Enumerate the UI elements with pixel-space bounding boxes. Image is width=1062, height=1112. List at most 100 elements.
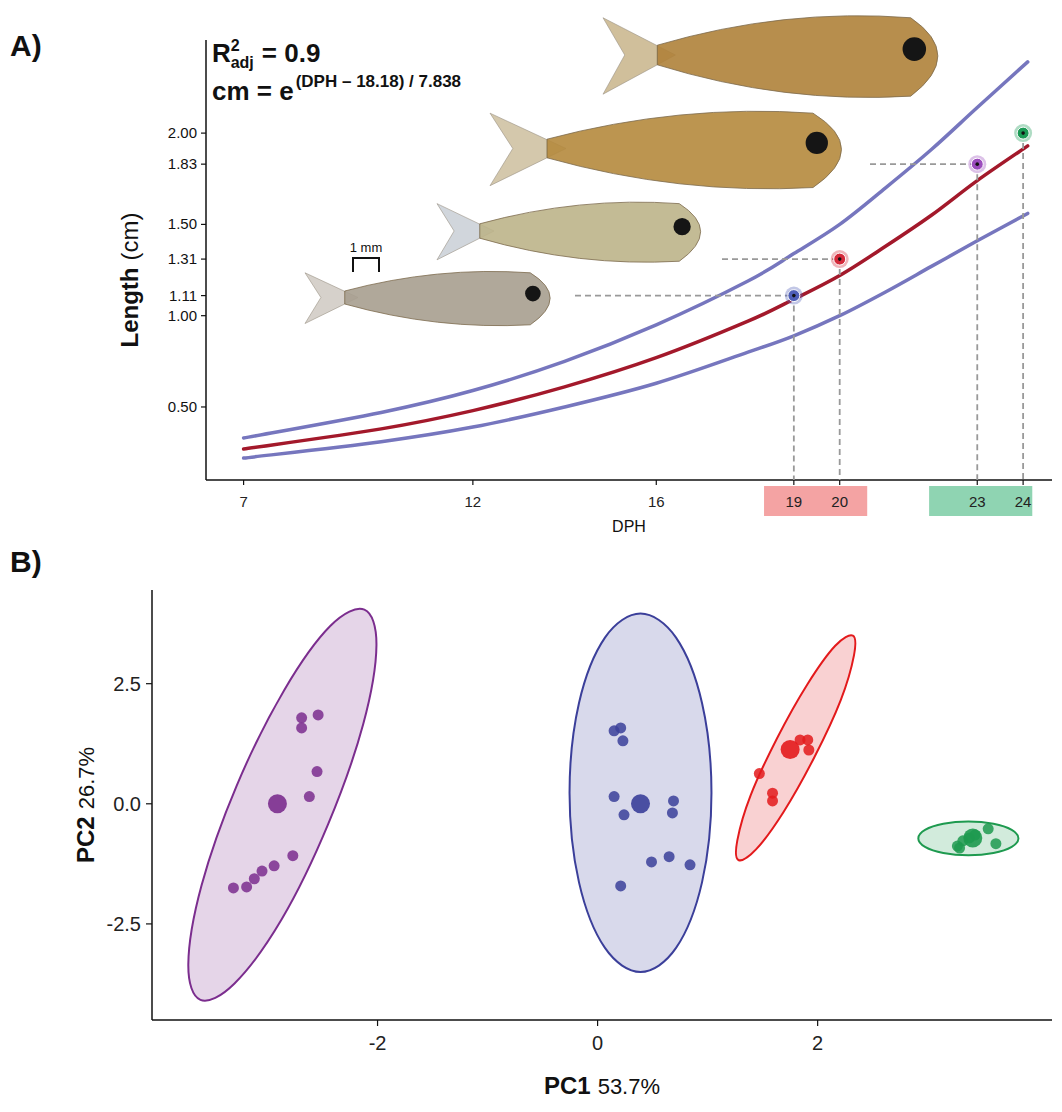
point-center (1021, 131, 1025, 135)
point (615, 880, 626, 891)
r2-value: = 0.9 (262, 38, 321, 68)
y-tick (146, 923, 152, 924)
y-tick-label: 1.00 (168, 307, 197, 324)
x-tick (472, 480, 473, 485)
point (249, 873, 260, 884)
y-axis-title: PC226.7% (72, 747, 99, 863)
point-center (838, 257, 842, 261)
y-tick (201, 315, 206, 316)
equation-annotation: cm = e(DPH – 18.18) / 7.838 (212, 72, 461, 106)
centroid (631, 794, 650, 813)
y-tick-label: 1.11 (169, 287, 197, 304)
drop-line (976, 164, 978, 480)
point (617, 735, 628, 746)
x-tick (656, 480, 657, 485)
panel-a: A)1 mm0.501.001.111.311.501.832.00712161… (10, 16, 1052, 535)
x-axis-title-variance: 53.7% (598, 1074, 660, 1099)
y-tick-label: 0.0 (113, 793, 141, 815)
equation-exponent: (DPH – 18.18) / 7.838 (296, 72, 461, 91)
point (667, 807, 678, 818)
y-tick-label: 1.31 (168, 250, 197, 267)
point-center (792, 294, 796, 298)
y-axis-title: Length(cm) (116, 213, 143, 348)
point (767, 795, 778, 806)
fish-illustrations (305, 16, 938, 326)
r2-annotation: R2adj= 0.9 (212, 37, 320, 71)
x-tick-label: 20 (831, 493, 848, 510)
point (241, 881, 252, 892)
scale-bar-label: 1 mm (350, 240, 383, 255)
panel-label: A) (10, 29, 42, 62)
x-tick-label: 0 (592, 1032, 603, 1054)
point-halo (1014, 124, 1032, 142)
point (304, 791, 315, 802)
fish-eye (673, 218, 690, 235)
plot-area (188, 609, 1018, 1001)
point (296, 722, 307, 733)
point (802, 734, 813, 745)
x-tick-label: 2 (812, 1032, 823, 1054)
point (269, 860, 280, 871)
y-tick (201, 224, 206, 225)
point-halo (968, 155, 986, 173)
fish-eye (903, 37, 927, 61)
confidence-ellipse (918, 822, 1018, 856)
fish-illustration (437, 202, 701, 262)
confidence-ellipse (570, 614, 712, 972)
point (834, 253, 846, 265)
guide-line (575, 295, 794, 297)
x-axis-title-main: PC1 (544, 1072, 591, 1099)
point (668, 795, 679, 806)
fish-illustration (490, 111, 842, 189)
point-center (975, 162, 979, 166)
plot-area (244, 62, 1033, 480)
fish-illustration (603, 16, 938, 98)
point (990, 838, 1001, 849)
y-tick-label: 0.50 (168, 398, 197, 415)
y-tick-label: 1.83 (168, 155, 197, 172)
point-halo (831, 250, 849, 268)
centroid (268, 794, 287, 813)
point (287, 850, 298, 861)
y-tick (201, 164, 206, 165)
y-tick-label: 2.00 (168, 124, 197, 141)
tick-band (764, 486, 867, 516)
y-axis-line (205, 40, 207, 480)
fish-illustration (305, 271, 550, 325)
panel-b: B)-2.50.02.5-202PC153.7%PC226.7% (10, 545, 1052, 1099)
x-tick (977, 480, 978, 485)
x-tick (597, 1020, 598, 1026)
drop-line (793, 296, 795, 480)
y-axis-title-variance: 26.7% (74, 747, 99, 809)
fish-body (657, 16, 938, 98)
x-tick-label: -2 (369, 1032, 387, 1054)
point (664, 851, 675, 862)
y-tick (146, 683, 152, 684)
y-tick (146, 803, 152, 804)
r2-sup: 2 (231, 37, 240, 54)
point (803, 744, 814, 755)
fish-eye (806, 132, 828, 154)
point (619, 809, 630, 820)
x-axis-line (206, 479, 1052, 481)
x-tick (839, 480, 840, 485)
y-tick-label: -2.5 (107, 913, 141, 935)
x-axis-line (152, 1019, 1052, 1021)
curve (244, 62, 1028, 438)
centroid (781, 740, 800, 759)
y-tick-label: 1.50 (168, 215, 197, 232)
equation-base: cm = e (212, 76, 294, 106)
x-tick (243, 480, 244, 485)
x-axis-title: DPH (612, 518, 646, 535)
x-tick-label: 16 (648, 493, 665, 510)
point (312, 766, 323, 777)
point (646, 856, 657, 867)
fish-body (345, 271, 550, 325)
y-tick (201, 133, 206, 134)
point (609, 791, 620, 802)
confidence-ellipse (736, 635, 855, 860)
x-axis-title: PC1 53.7% (544, 1072, 660, 1099)
point (313, 709, 324, 720)
figure: A)1 mm0.501.001.111.311.501.832.00712161… (0, 0, 1062, 1112)
x-tick-label: 12 (465, 493, 482, 510)
